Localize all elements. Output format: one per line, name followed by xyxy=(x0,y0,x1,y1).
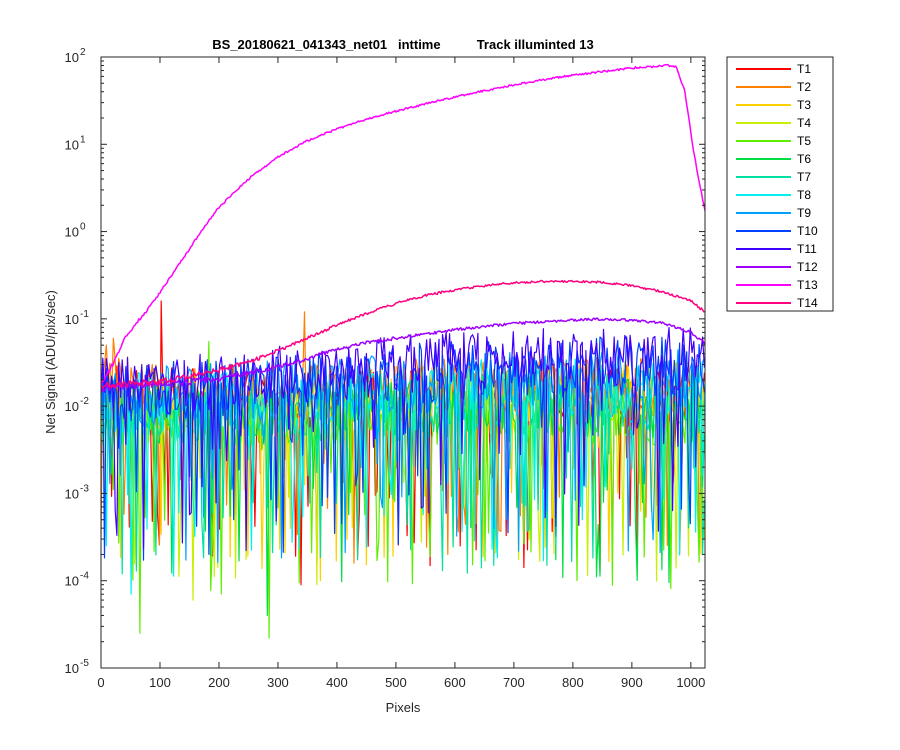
legend-label: T13 xyxy=(797,278,818,292)
series-line-t11 xyxy=(101,326,705,552)
series-layer xyxy=(101,63,705,639)
y-tick-exponent: 0 xyxy=(80,222,86,233)
legend: T1 T2 T3 T4 T5 T6 T7 T8 T9 T10 T11 T12 T13 T14 xyxy=(726,56,834,312)
legend-entry-t4: T4 xyxy=(736,116,811,130)
legend-label: T7 xyxy=(797,170,811,184)
y-axis-label: Net Signal (ADU/pix/sec) xyxy=(43,290,58,434)
legend-entry-t3: T3 xyxy=(736,98,811,112)
y-tick-label: 10 -1 xyxy=(65,309,90,327)
legend-label: T3 xyxy=(797,98,811,112)
legend-label: T12 xyxy=(797,260,818,274)
x-tick-label: 200 xyxy=(208,675,230,690)
x-tick-label: 600 xyxy=(444,675,466,690)
legend-label: T9 xyxy=(797,206,811,220)
x-tick-label: 300 xyxy=(267,675,289,690)
y-tick-exponent: -1 xyxy=(80,309,89,320)
y-tick-exponent: 2 xyxy=(80,47,86,58)
y-tick-label: 10 -2 xyxy=(65,396,90,414)
y-tick-label: 10 2 xyxy=(65,47,86,65)
legend-entry-t6: T6 xyxy=(736,152,811,166)
plot-area: 0 100 200 300 400 500 600 700 800 900 1000 10 -510-… xyxy=(65,47,706,690)
legend-label: T14 xyxy=(797,296,818,310)
x-tick-label: 100 xyxy=(149,675,171,690)
legend-entry-t13: T13 xyxy=(736,278,818,292)
legend-label: T11 xyxy=(797,242,817,256)
legend-entry-t9: T9 xyxy=(736,206,811,220)
legend-box xyxy=(726,56,834,312)
y-tick-exponent: 1 xyxy=(80,134,86,145)
x-tick-label: 400 xyxy=(326,675,348,690)
x-tick-label: 900 xyxy=(621,675,643,690)
legend-label: T10 xyxy=(797,224,818,238)
legend-entry-t12: T12 xyxy=(736,260,818,274)
legend-entry-t8: T8 xyxy=(736,188,811,202)
y-tick-label: 10 0 xyxy=(65,222,86,240)
x-tick-label: 0 xyxy=(97,675,104,690)
legend-label: T8 xyxy=(797,188,811,202)
y-tick-exponent: -2 xyxy=(80,396,89,407)
legend-entries: T1 T2 T3 T4 T5 T6 T7 T8 T9 T10 T11 T12 T13 T14 xyxy=(736,62,818,310)
legend-entry-t2: T2 xyxy=(736,80,811,94)
y-tick-base: 10 xyxy=(65,661,79,676)
legend-label: T6 xyxy=(797,152,811,166)
y-tick-label: 10 -4 xyxy=(65,571,90,589)
legend-label: T1 xyxy=(797,62,811,76)
y-tick-exponent: -4 xyxy=(80,571,89,582)
legend-entry-t7: T7 xyxy=(736,170,811,184)
series-line-t12 xyxy=(101,317,705,393)
x-tick-label: 500 xyxy=(385,675,407,690)
series-line-t14 xyxy=(101,279,705,389)
legend-label: T2 xyxy=(797,80,811,94)
y-tick-label: 10 1 xyxy=(65,134,86,152)
x-tick-label: 800 xyxy=(562,675,584,690)
legend-label: T5 xyxy=(797,134,811,148)
x-tick-label: 700 xyxy=(503,675,525,690)
legend-entry-t5: T5 xyxy=(736,134,811,148)
legend-entry-t11: T11 xyxy=(736,242,817,256)
x-tick-label: 1000 xyxy=(676,675,705,690)
y-tick-exponent: -5 xyxy=(80,658,89,669)
y-tick-base: 10 xyxy=(65,486,79,501)
legend-entry-t1: T1 xyxy=(736,62,811,76)
y-tick-label: 10 -5 xyxy=(65,658,90,676)
y-tick-base: 10 xyxy=(65,225,79,240)
y-tick-base: 10 xyxy=(65,399,79,414)
legend-entry-t10: T10 xyxy=(736,224,818,238)
x-axis-label: Pixels xyxy=(386,700,421,715)
x-ticks: 0 100 200 300 400 500 600 700 800 900 1000 xyxy=(97,57,705,690)
axes-box xyxy=(100,56,706,669)
y-tick-base: 10 xyxy=(65,50,79,65)
legend-label: T4 xyxy=(797,116,811,130)
y-tick-base: 10 xyxy=(65,574,79,589)
series-line-t13 xyxy=(101,63,705,386)
y-tick-label: 10 -3 xyxy=(65,483,90,501)
y-tick-exponent: -3 xyxy=(80,483,89,494)
legend-entry-t14: T14 xyxy=(736,296,818,310)
y-tick-base: 10 xyxy=(65,137,79,152)
y-tick-base: 10 xyxy=(65,312,79,327)
chart-title: BS_20180621_041343_net01 inttime Track i… xyxy=(212,37,594,52)
